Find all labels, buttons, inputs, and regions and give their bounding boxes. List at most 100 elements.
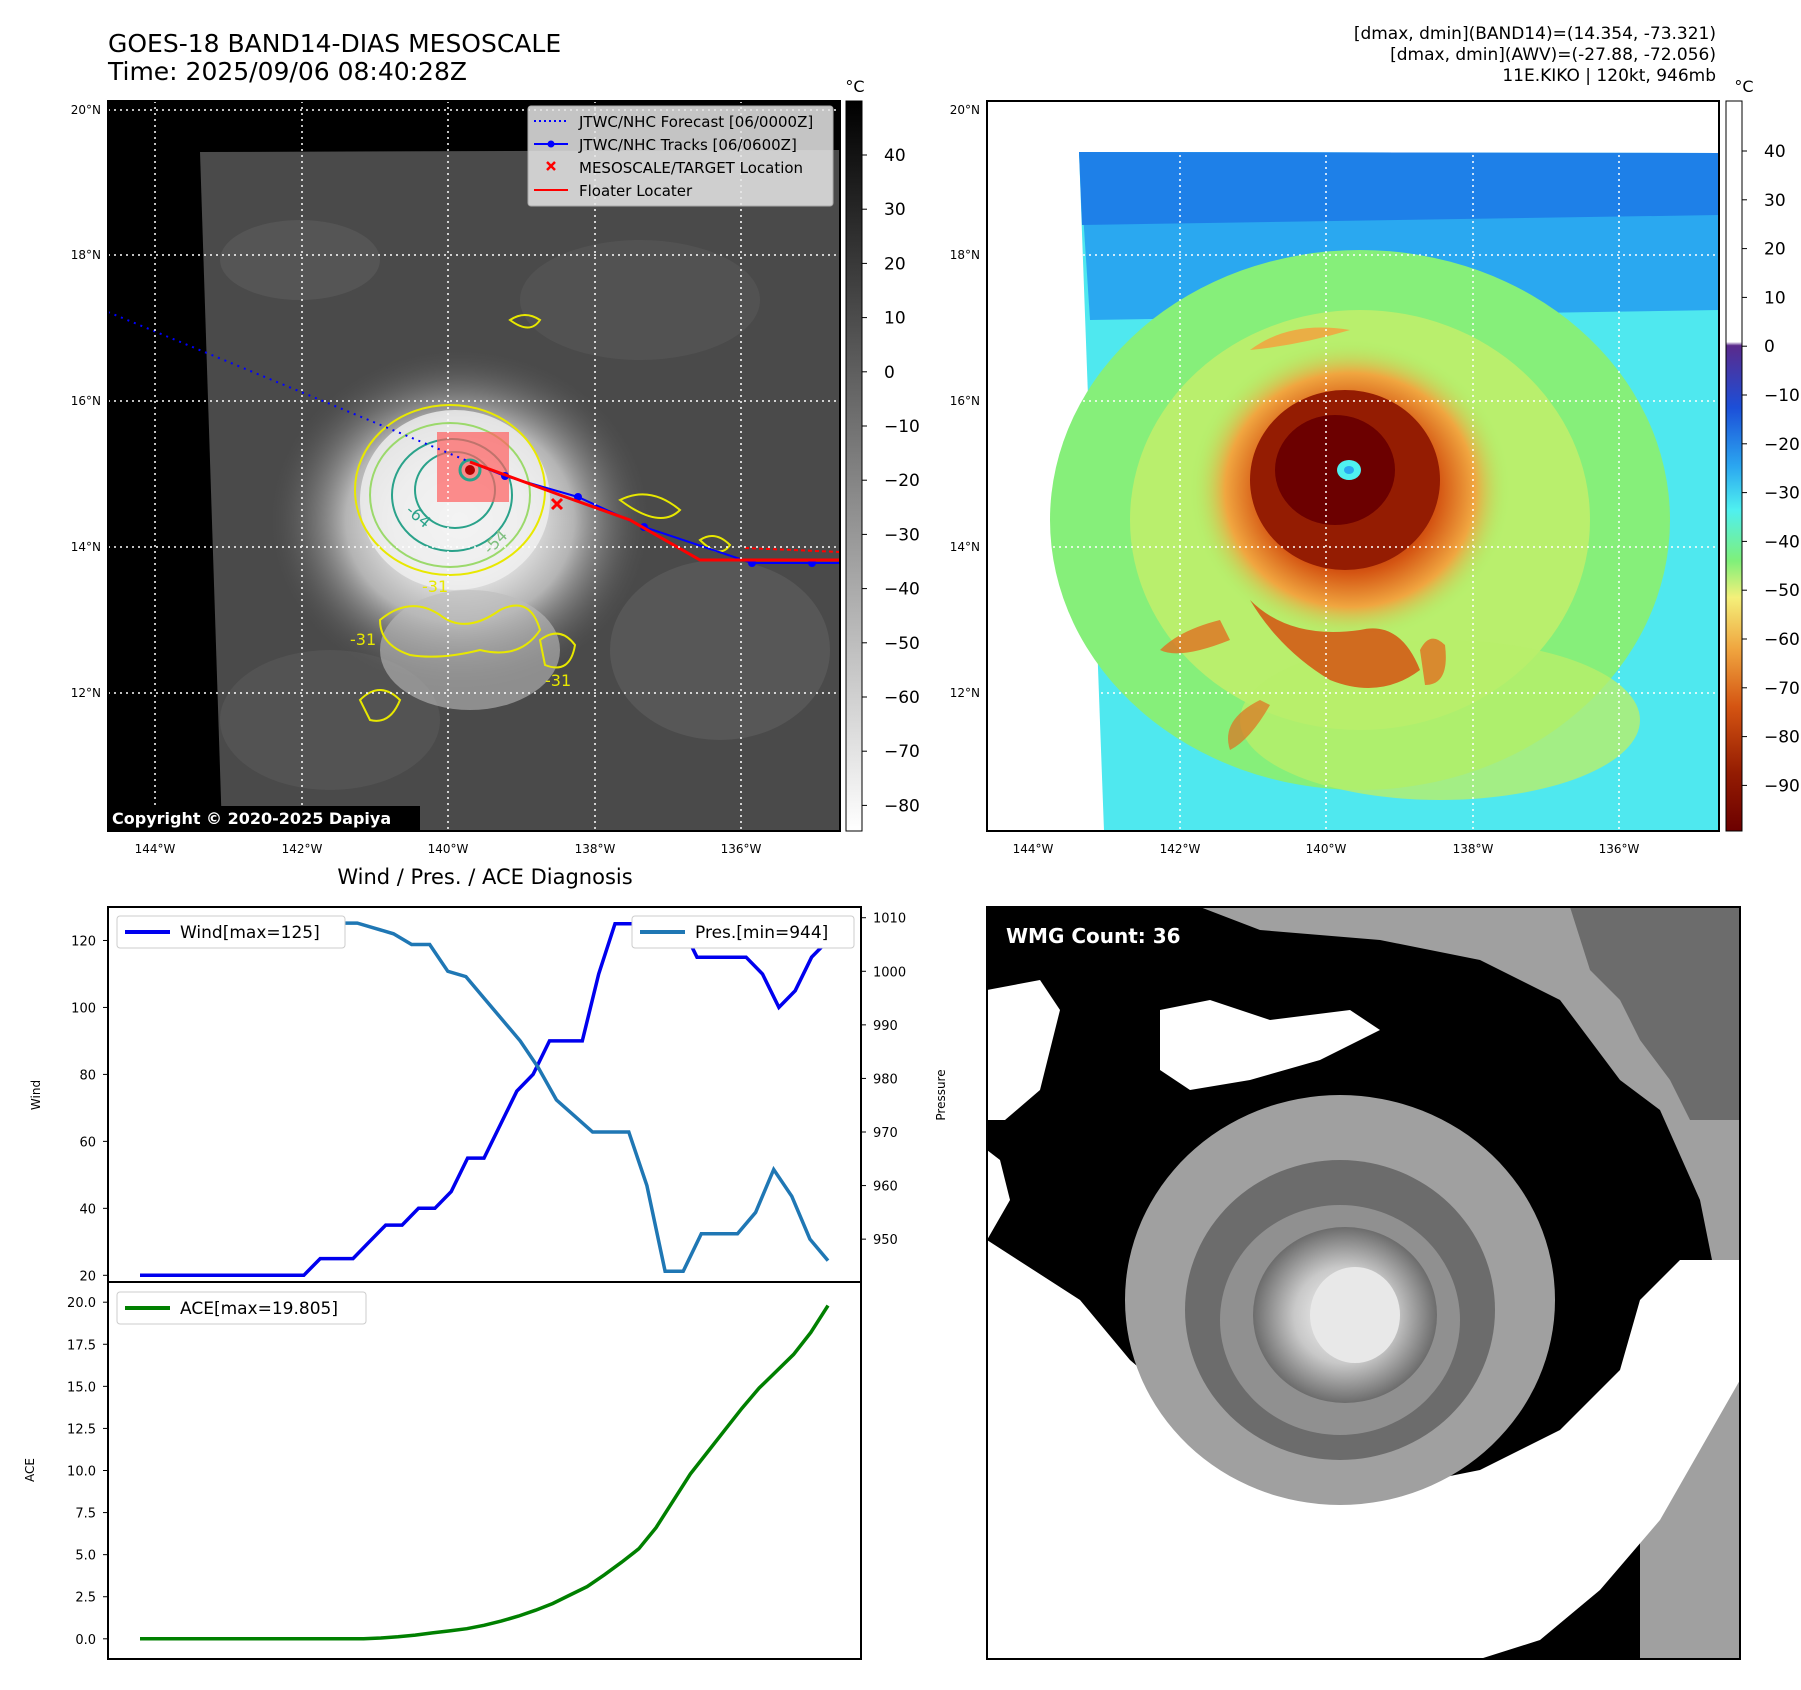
ir-colorbar: °C 40 30 20 10 0 −10 −20 −30 −40 −50 −60 −70 −80 (845, 77, 920, 832)
colorbar-tick-label: 30 (884, 200, 906, 220)
ir-imagery: -64 -54 -31 -31 -31 (108, 150, 840, 831)
awv-lat-labels: 20°N 18°N 16°N 14°N 12°N (950, 103, 980, 700)
line-marker-icon (534, 140, 568, 148)
awv-lon-labels: 144°W 142°W 140°W 138°W 136°W (1013, 842, 1640, 856)
wind-pressure-chart: 20 40 60 80 100 120 950 960 970 980 990 1000 1010 W… (29, 906, 948, 1284)
ace-tick-label: 5.0 (75, 1549, 96, 1564)
lon-label: 138°W (1453, 842, 1494, 856)
storm-info: 11E.KIKO | 120kt, 946mb (1502, 66, 1716, 86)
pressure-tick-label: 970 (873, 1126, 898, 1141)
colorbar-tick-label: −50 (884, 634, 920, 654)
colorbar-tick-label: 20 (1764, 240, 1786, 260)
legend-label: ACE[max=19.805] (180, 1299, 338, 1319)
colorbar-tick-label: −70 (884, 742, 920, 762)
colorbar-tick-label: −30 (884, 525, 920, 545)
wind-tick-label: 40 (79, 1202, 96, 1217)
colorbar-tick-label: 10 (1764, 288, 1786, 308)
ir-lon-labels: 144°W 142°W 140°W 138°W 136°W (135, 842, 762, 856)
colorbar-tick-label: −50 (1764, 581, 1800, 601)
contour-label: -31 (545, 671, 571, 690)
lon-label: 138°W (575, 842, 616, 856)
colorbar-tick-label: 20 (884, 254, 906, 274)
colorbar-tick-label: 40 (1764, 142, 1786, 162)
legend-label: Floater Locater (579, 182, 693, 200)
lon-label: 136°W (721, 842, 762, 856)
lat-label: 14°N (950, 540, 980, 554)
lat-label: 12°N (950, 686, 980, 700)
ace-tick-label: 2.5 (75, 1591, 96, 1606)
awv-map-panel: 20°N 18°N 16°N 14°N 12°N 144°W 142°W 140°W 138°… (950, 100, 1720, 856)
lat-label: 12°N (71, 686, 101, 700)
band14-stats: [dmax, dmin](BAND14)=(14.354, -73.321) (1354, 24, 1716, 44)
lon-label: 136°W (1599, 842, 1640, 856)
lon-label: 142°W (282, 842, 323, 856)
colorbar-tick-label: 0 (884, 363, 895, 383)
awv-imagery (1050, 152, 1719, 831)
lon-label: 140°W (428, 842, 469, 856)
ace-tick-label: 7.5 (75, 1507, 96, 1522)
wmg-panel: WMG Count: 36 (986, 906, 1741, 1660)
floater-locater (469, 460, 840, 562)
lon-label: 144°W (135, 842, 176, 856)
diagnosis-title: Wind / Pres. / ACE Diagnosis (337, 865, 632, 889)
colorbar-tick-label: −60 (884, 688, 920, 708)
wind-tick-label: 80 (79, 1068, 96, 1083)
awv-gridlines (987, 101, 1719, 831)
pressure-tick-label: 1010 (873, 912, 906, 927)
lon-label: 142°W (1160, 842, 1201, 856)
lat-label: 20°N (950, 103, 980, 117)
colorbar-tick-label: −80 (1764, 728, 1800, 748)
wind-tick-label: 100 (71, 1001, 96, 1016)
colorbar-tick-label: −10 (884, 417, 920, 437)
colorbar-tick-label: −90 (1764, 776, 1800, 796)
ace-tick-label: 10.0 (67, 1465, 96, 1480)
wind-series-line (140, 921, 830, 1278)
lat-label: 18°N (71, 248, 101, 262)
lon-label: 144°W (1013, 842, 1054, 856)
legend-label: Pres.[min=944] (695, 923, 828, 943)
pressure-axis-label: Pressure (934, 1069, 948, 1120)
legend-label: JTWC/NHC Forecast [06/0000Z] (578, 113, 813, 131)
colorbar-tick-label: −10 (1764, 386, 1800, 406)
pressure-legend: Pres.[min=944] (631, 915, 855, 949)
contour-label: -31 (350, 630, 376, 649)
awv-colorbar: °C 40 30 20 10 0 −10 −20 −30 −40 −50 −60 −70 −80 −90 (1725, 77, 1800, 832)
ace-tick-label: 17.5 (67, 1338, 96, 1353)
target-marker (550, 497, 564, 511)
ir-legend: JTWC/NHC Forecast [06/0000Z] JTWC/NHC Tr… (527, 105, 834, 207)
colorbar-unit: °C (1734, 77, 1753, 96)
ace-series-line (140, 1304, 830, 1641)
colorbar-tick-label: −80 (884, 796, 920, 816)
pressure-tick-label: 960 (873, 1180, 898, 1195)
wmg-count-label: WMG Count: 36 (1006, 924, 1181, 948)
pressure-tick-label: 1000 (873, 965, 906, 980)
figure-title: GOES-18 BAND14-DIAS MESOSCALE (108, 29, 561, 58)
legend-label: JTWC/NHC Tracks [06/0600Z] (578, 136, 797, 154)
copyright-box (108, 806, 420, 830)
colorbar-tick-label: −20 (1764, 435, 1800, 455)
colorbar-tick-label: −60 (1764, 630, 1800, 650)
x-marker-icon (546, 161, 556, 171)
lat-label: 20°N (71, 103, 101, 117)
ace-axis-label: ACE (23, 1458, 37, 1482)
wmg-imagery (987, 907, 1740, 1659)
lon-label: 140°W (1306, 842, 1347, 856)
wind-axis-label: Wind (29, 1080, 43, 1110)
wind-legend: Wind[max=125] (116, 915, 346, 949)
colorbar-tick-label: −70 (1764, 679, 1800, 699)
colorbar-tick-label: −30 (1764, 484, 1800, 504)
wmg-label-box (997, 917, 1193, 955)
legend-label: Wind[max=125] (180, 923, 320, 943)
ace-tick-label: 15.0 (67, 1380, 96, 1395)
ir-gridlines (108, 101, 840, 831)
colorbar-tick-label: −20 (884, 471, 920, 491)
pressure-tick-label: 980 (873, 1072, 898, 1087)
colorbar-tick-label: −40 (1764, 532, 1800, 552)
wind-tick-label: 20 (79, 1269, 96, 1284)
colorbar-tick-label: 10 (884, 309, 906, 329)
wind-tick-label: 120 (71, 934, 96, 949)
colorbar-tick-label: 30 (1764, 191, 1786, 211)
lat-label: 16°N (950, 394, 980, 408)
ace-legend: ACE[max=19.805] (116, 1291, 367, 1325)
